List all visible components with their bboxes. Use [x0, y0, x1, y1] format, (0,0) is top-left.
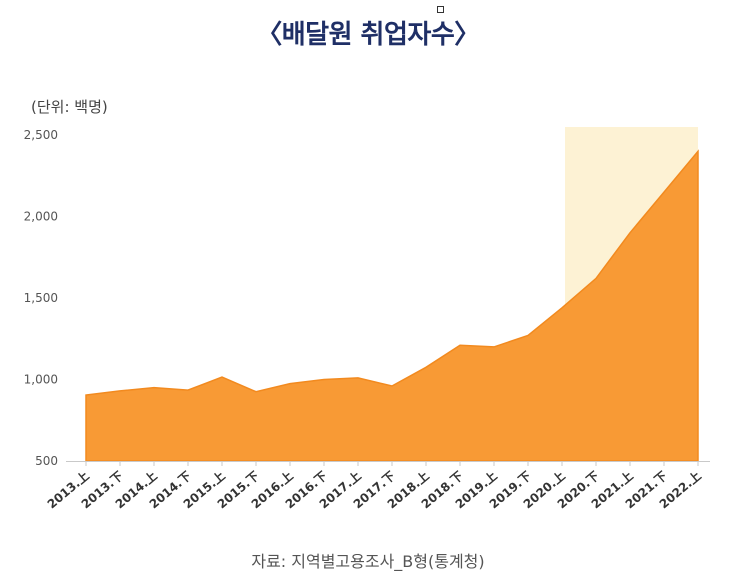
y-tick-label: 2,000	[24, 210, 58, 224]
chart-title: 〈배달원 취업자수〉	[256, 20, 480, 50]
area-series	[85, 149, 699, 462]
y-tick-label: 1,000	[24, 373, 58, 387]
y-tick-label: 2,500	[24, 128, 58, 142]
source-note: 자료: 지역별고용조사_B형(통계청)	[251, 552, 485, 571]
unit-label: (단위: 백명)	[31, 98, 108, 116]
y-tick-label: 1,500	[24, 291, 58, 305]
y-tick-label: 500	[35, 454, 58, 468]
small-square-marker	[437, 6, 444, 13]
y-axis: 500 1,000 1,500 2,000 2,500	[24, 128, 58, 468]
x-axis: 2013.上2013.下2014.上2014.下2015.上2015.下2016…	[44, 461, 704, 511]
